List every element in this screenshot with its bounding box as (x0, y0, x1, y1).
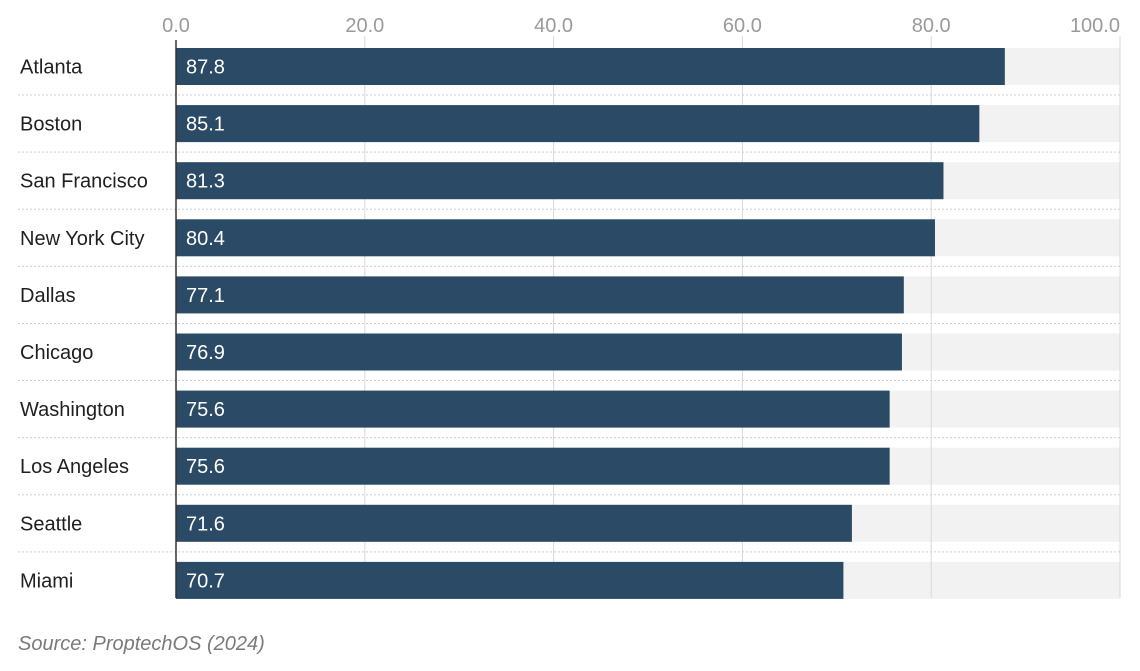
category-label: Atlanta (20, 57, 83, 79)
category-labels: Atlanta Boston San Francisco New York City D… (20, 57, 148, 593)
category-label: Seattle (20, 513, 82, 535)
bar (176, 276, 904, 314)
x-tick-label: 0.0 (162, 15, 190, 37)
value-label: 80.4 (186, 228, 225, 250)
value-label: 77.1 (186, 285, 225, 307)
value-label: 71.6 (186, 513, 225, 535)
bar (176, 219, 935, 257)
category-label: Los Angeles (20, 456, 129, 478)
value-label: 85.1 (186, 114, 225, 136)
x-axis-tick-labels: 0.0 20.0 40.0 60.0 80.0 100.0 (162, 15, 1120, 37)
bar (176, 561, 844, 599)
bar (176, 162, 944, 200)
value-label: 81.3 (186, 171, 225, 193)
category-label: Boston (20, 114, 82, 136)
x-tick-label: 100.0 (1070, 15, 1120, 37)
value-label: 75.6 (186, 456, 225, 478)
x-tick-label: 20.0 (345, 15, 384, 37)
value-labels: 87.8 85.1 81.3 80.4 77.1 76.9 75.6 75.6 71.6 70.7 (186, 57, 225, 593)
bar (176, 390, 890, 428)
value-label: 87.8 (186, 57, 225, 79)
bar (176, 48, 1005, 85)
category-label: Chicago (20, 342, 93, 364)
value-label: 76.9 (186, 342, 225, 364)
bar (176, 504, 852, 542)
category-label: Dallas (20, 285, 76, 307)
category-label: San Francisco (20, 171, 148, 193)
bar (176, 447, 890, 485)
x-tick-label: 40.0 (534, 15, 573, 37)
value-label: 75.6 (186, 399, 225, 421)
bar (176, 333, 902, 371)
category-label: New York City (20, 228, 145, 250)
source-note: Source: ProptechOS (2024) (18, 633, 265, 655)
category-label: Washington (20, 399, 125, 421)
value-label: 70.7 (186, 570, 225, 592)
x-tick-label: 60.0 (723, 15, 762, 37)
x-tick-label: 80.0 (912, 15, 951, 37)
bars (176, 48, 1005, 599)
category-label: Miami (20, 570, 73, 592)
bar (176, 105, 980, 143)
